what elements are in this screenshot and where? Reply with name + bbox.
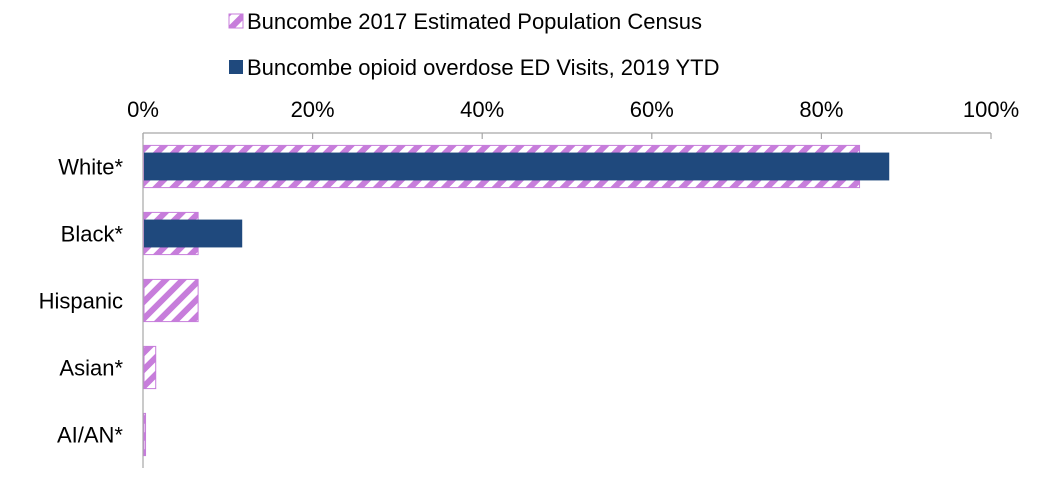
bar-census bbox=[143, 345, 157, 390]
x-tick-label: 0% bbox=[127, 97, 159, 122]
bar-ed-visits bbox=[144, 152, 890, 181]
legend-label-ed-visits: Buncombe opioid overdose ED Visits, 2019… bbox=[247, 55, 719, 80]
bars bbox=[143, 144, 890, 457]
x-tick-label: 40% bbox=[460, 97, 504, 122]
x-tick-label: 100% bbox=[963, 97, 1019, 122]
category-label: Asian* bbox=[59, 356, 123, 381]
legend-label-census: Buncombe 2017 Estimated Population Censu… bbox=[247, 9, 702, 34]
legend-item-ed-visits: Buncombe opioid overdose ED Visits, 2019… bbox=[229, 55, 719, 80]
category-label: Hispanic bbox=[39, 289, 123, 314]
x-tick-label: 20% bbox=[291, 97, 335, 122]
x-axis bbox=[142, 132, 991, 468]
category-labels: White* Black* Hispanic Asian* AI/AN* bbox=[39, 155, 124, 448]
category-label: AI/AN* bbox=[57, 423, 123, 448]
legend-swatch-census bbox=[228, 13, 244, 29]
legend-swatch-ed-visits bbox=[229, 60, 243, 74]
bar-census bbox=[143, 278, 199, 323]
category-label: White* bbox=[58, 155, 123, 180]
bar-ed-visits bbox=[144, 219, 243, 248]
x-tick-label: 60% bbox=[630, 97, 674, 122]
x-tick-label: 80% bbox=[799, 97, 843, 122]
x-axis-ticks: 0% 20% 40% 60% 80% 100% bbox=[127, 97, 1019, 139]
bar-census bbox=[143, 412, 147, 457]
legend-item-census: Buncombe 2017 Estimated Population Censu… bbox=[228, 9, 702, 34]
legend: Buncombe 2017 Estimated Population Censu… bbox=[228, 9, 719, 80]
category-label: Black* bbox=[61, 222, 124, 247]
